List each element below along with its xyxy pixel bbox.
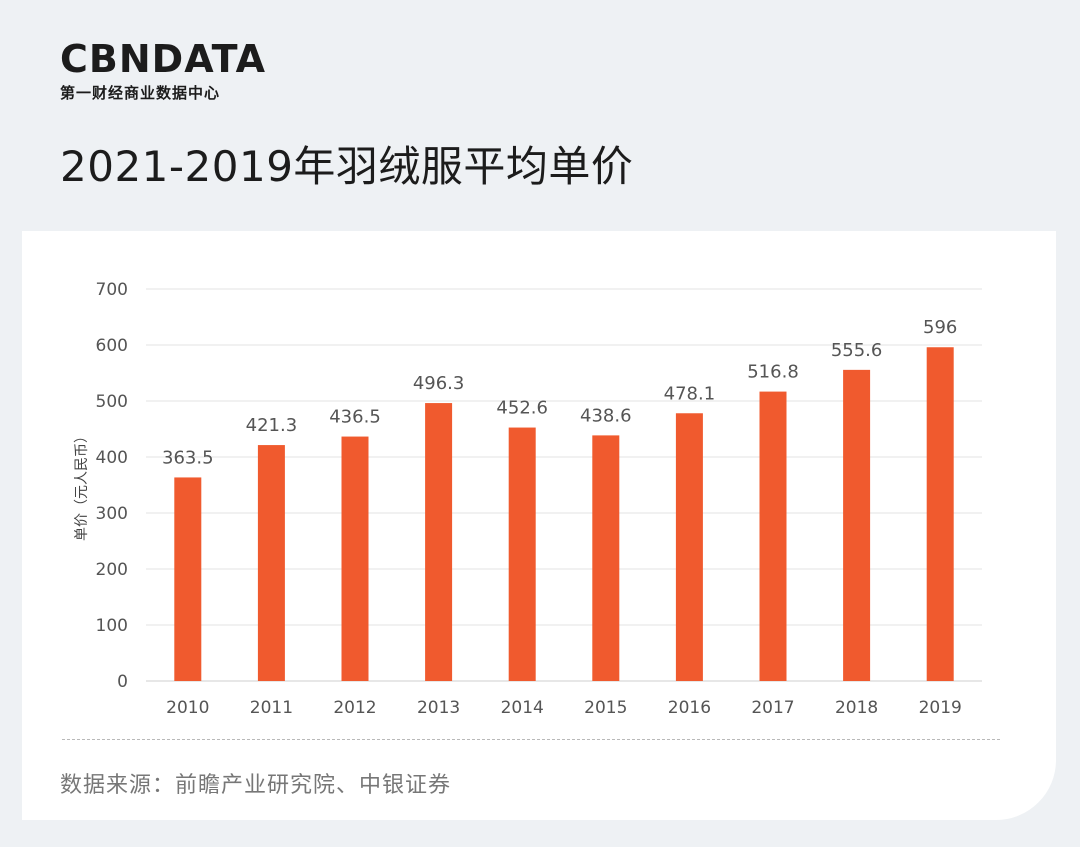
source-note: 数据来源：前瞻产业研究院、中银证券 — [60, 773, 452, 798]
y-tick-label: 700 — [96, 280, 128, 300]
x-tick-label: 2014 — [501, 698, 544, 718]
x-tick-label: 2011 — [250, 698, 293, 718]
y-tick-label: 400 — [96, 448, 128, 468]
bar — [508, 427, 536, 681]
y-tick-label: 0 — [117, 672, 128, 692]
logo-subtitle: 第一财经商业数据中心 — [60, 84, 221, 102]
data-label: 516.8 — [747, 362, 799, 383]
bar — [341, 436, 369, 681]
x-tick-label: 2015 — [584, 698, 627, 718]
bar — [592, 435, 620, 681]
x-tick-label: 2013 — [417, 698, 460, 718]
bar — [926, 347, 954, 681]
y-tick-label: 600 — [96, 336, 128, 356]
x-tick-label: 2012 — [333, 698, 376, 718]
data-label: 436.5 — [329, 407, 381, 428]
data-label: 555.6 — [831, 340, 883, 361]
x-tick-label: 2019 — [919, 698, 962, 718]
bar — [425, 403, 453, 681]
data-label: 478.1 — [664, 383, 716, 404]
x-tick-label: 2010 — [166, 698, 209, 718]
x-tick-label: 2018 — [835, 698, 878, 718]
data-label: 496.3 — [413, 373, 465, 394]
bar — [174, 477, 202, 681]
chart-card: 0 100 200 300 400 500 600 700 单价（元人民币） 363.5 2010 4… — [22, 231, 1056, 820]
data-label: 596 — [923, 317, 957, 338]
x-tick-label: 2017 — [751, 698, 794, 718]
bar — [675, 413, 703, 681]
brand-logo: CBNDATA 第一财经商业数据中心 — [60, 38, 266, 103]
divider — [62, 739, 1000, 740]
bar-chart: 0 100 200 300 400 500 600 700 单价（元人民币） 363.5 2010 4… — [74, 280, 982, 718]
data-label: 363.5 — [162, 447, 214, 468]
data-label: 452.6 — [496, 398, 548, 419]
logo-text: CBNDATA — [60, 37, 267, 81]
page-title: 2021-2019年羽绒服平均单价 — [60, 142, 634, 191]
bar — [257, 445, 285, 681]
x-tick-label: 2016 — [668, 698, 711, 718]
y-tick-label: 500 — [96, 392, 128, 412]
logo-wordmark: CBNDATA — [60, 38, 266, 80]
y-axis-title: 单价（元人民币） — [74, 429, 90, 541]
bar — [759, 391, 787, 681]
data-label: 438.6 — [580, 405, 632, 426]
data-label: 421.3 — [246, 415, 298, 436]
y-tick-label: 200 — [96, 560, 128, 580]
bar — [843, 369, 871, 681]
y-tick-label: 300 — [96, 504, 128, 524]
y-tick-label: 100 — [96, 616, 128, 636]
